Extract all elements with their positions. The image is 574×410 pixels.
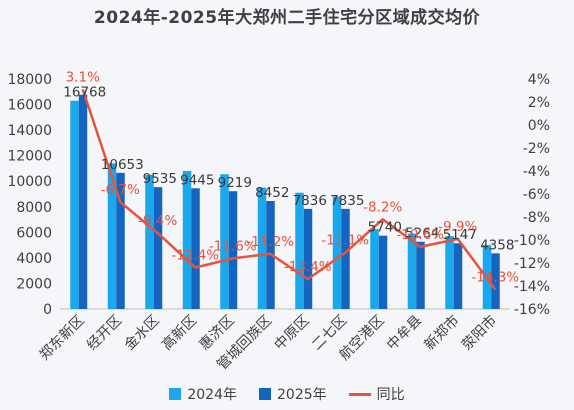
legend-swatch-yoy — [348, 392, 371, 396]
bar-2024 — [145, 174, 154, 309]
bar-2024 — [370, 229, 379, 309]
y-tick-label: 6000 — [16, 225, 52, 241]
bar-2025 — [378, 235, 388, 309]
yoy-data-label: -14.3% — [471, 269, 519, 285]
bar-2025 — [228, 191, 238, 309]
bar-2024 — [257, 187, 267, 309]
y2-tick-label: -16% — [514, 302, 550, 318]
y2-tick-label: 0% — [528, 118, 550, 134]
y-tick-label: 12000 — [7, 149, 52, 165]
y-tick-label: 14000 — [7, 123, 52, 139]
y2-tick-label: 2% — [528, 95, 550, 111]
y-tick-label: 16000 — [7, 98, 52, 114]
bar-2025 — [341, 208, 350, 309]
bar-data-label: 9535 — [143, 171, 177, 187]
chart: 0 2000 4000 6000 8000 10000 12000 14000 16000 180… — [7, 69, 550, 373]
bar-2025 — [303, 208, 313, 309]
x-tick-label: 金水区 — [122, 313, 163, 354]
y-tick-label: 4000 — [16, 251, 52, 267]
legend-swatch-2025 — [259, 388, 271, 400]
yoy-data-label: -13.4% — [284, 259, 332, 275]
legend-swatch-2024 — [169, 388, 182, 400]
yoy-data-label: -10.6% — [396, 227, 444, 243]
bar-data-label: 10653 — [101, 157, 144, 173]
yoy-data-label: -8.2% — [363, 199, 402, 215]
bar-data-label: 16768 — [63, 85, 106, 101]
legend-item-2025: 2025年 — [259, 384, 327, 404]
bar-data-label: 9219 — [218, 175, 252, 191]
bar-data-label: 9445 — [180, 172, 214, 188]
bar-2025 — [191, 188, 200, 309]
y-tick-label: 18000 — [7, 72, 52, 88]
x-tick-label: 中原区 — [272, 313, 313, 354]
legend-label-2024: 2024年 — [187, 387, 237, 403]
yoy-data-label: -11.2% — [246, 234, 294, 250]
bar-2025 — [116, 172, 125, 309]
bar-2024 — [295, 192, 304, 309]
y-tick-label: 2000 — [16, 276, 52, 292]
bar-2025 — [491, 253, 500, 309]
y2-tick-label: -6% — [523, 187, 550, 203]
x-tick-label: 经开区 — [84, 313, 125, 354]
y2-tick-label: -4% — [523, 164, 550, 180]
chart-title: 2024年-2025年大郑州二手住宅分区域成交均价 — [93, 8, 481, 28]
bar-2025 — [416, 241, 425, 309]
yoy-data-label: -11.6% — [209, 238, 257, 254]
bar-2024 — [445, 236, 454, 309]
bar-2024 — [407, 233, 417, 309]
x-tick-label: 荥阳市 — [458, 312, 500, 354]
x-tick-label: 高新区 — [158, 312, 200, 354]
yoy-line — [81, 88, 497, 291]
bar-2025 — [78, 94, 88, 310]
bar-data-label: 4358 — [480, 237, 514, 253]
y2-tick-label: -8% — [523, 210, 550, 226]
legend-label-yoy: 同比 — [376, 387, 405, 403]
legend-item-yoy: 同比 — [348, 384, 405, 404]
yoy-data-label: -11.1% — [321, 233, 369, 249]
bar-2024 — [70, 100, 79, 309]
bar-2025 — [153, 187, 163, 309]
y2-tick-label: -10% — [514, 233, 550, 249]
bar-2024 — [220, 174, 229, 309]
bar-2024 — [332, 196, 342, 309]
yoy-data-label: 3.1% — [66, 69, 100, 85]
legend-label-2025: 2025年 — [277, 387, 327, 403]
bar-2025 — [453, 243, 463, 309]
y-tick-label: 10000 — [7, 174, 52, 190]
x-tick-label: 新郑市 — [421, 312, 463, 354]
y2-tick-label: 4% — [528, 72, 550, 88]
yoy-data-label: -12.4% — [171, 248, 219, 264]
y-tick-label: 0 — [43, 302, 52, 318]
x-tick-label: 中牟县 — [384, 313, 425, 354]
bar-data-label: 8452 — [255, 185, 289, 201]
bar-data-label: 5264 — [405, 226, 439, 242]
legend: 2024年 2025年 同比 — [0, 384, 574, 404]
y2-tick-label: -2% — [523, 141, 550, 157]
bar-data-label: 5740 — [368, 220, 402, 236]
y2-tick-label: -14% — [514, 279, 550, 295]
bar-data-label: 7835 — [330, 193, 364, 209]
yoy-data-label: -9.9% — [438, 219, 477, 235]
bar-data-label: 5147 — [443, 227, 477, 243]
y-tick-label: 8000 — [16, 200, 52, 216]
bar-2024 — [107, 163, 117, 309]
x-tick-label: 郑东新区 — [37, 313, 88, 364]
yoy-data-label: -6.7% — [101, 182, 140, 198]
legend-item-2024: 2024年 — [169, 384, 237, 404]
bar-data-label: 7836 — [293, 193, 327, 209]
y2-tick-label: -12% — [514, 256, 550, 272]
bar-2024 — [182, 171, 192, 309]
yoy-data-label: -9.4% — [138, 213, 177, 229]
